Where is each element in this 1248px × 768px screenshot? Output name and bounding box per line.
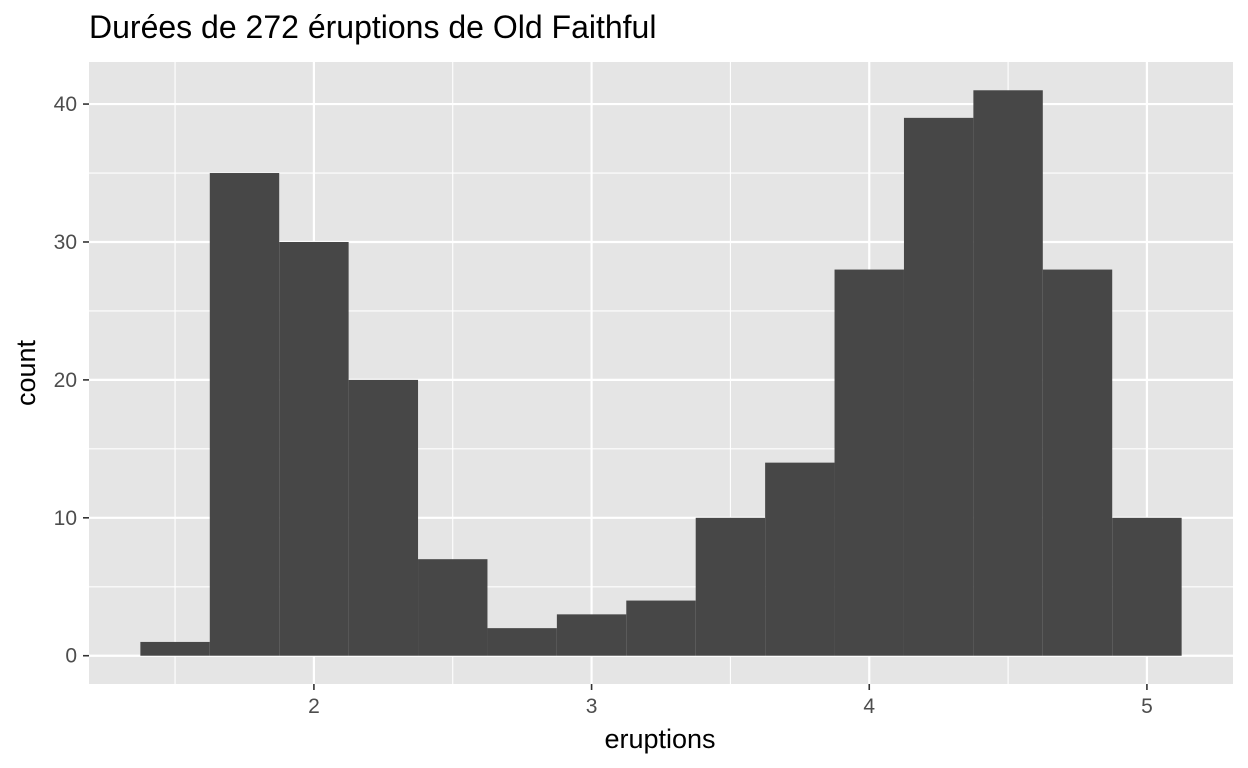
y-tick-label: 10 xyxy=(54,507,77,530)
histogram-bar xyxy=(1112,517,1182,656)
x-axis-title: eruptions xyxy=(604,724,715,754)
histogram-bar xyxy=(695,517,766,656)
histogram-bar xyxy=(626,600,696,656)
y-tick-label: 20 xyxy=(54,369,77,392)
x-tick-label: 3 xyxy=(586,695,598,718)
chart-title: Durées de 272 éruptions de Old Faithful xyxy=(89,9,656,45)
histogram-bar xyxy=(834,269,904,656)
histogram-bar xyxy=(209,173,280,656)
histogram-bar xyxy=(418,559,488,656)
histogram-bar xyxy=(1042,269,1113,656)
histogram-bar xyxy=(348,379,419,656)
x-tick-label: 2 xyxy=(308,695,320,718)
histogram-bar xyxy=(279,241,349,656)
x-tick-label: 4 xyxy=(863,695,875,718)
histogram-bar xyxy=(903,117,974,656)
y-axis-title: count xyxy=(11,339,41,406)
histogram-bars xyxy=(140,90,1182,656)
histogram-bar xyxy=(973,90,1043,656)
y-axis: 0 10 20 30 40 xyxy=(54,93,89,668)
x-axis: 2 3 4 5 xyxy=(308,684,1153,718)
y-tick-label: 0 xyxy=(65,645,77,668)
histogram-bar xyxy=(765,462,835,656)
x-tick-label: 5 xyxy=(1141,695,1153,718)
y-tick-label: 40 xyxy=(54,93,77,116)
histogram-bar xyxy=(140,641,210,656)
y-tick-label: 30 xyxy=(54,231,77,254)
histogram-bar xyxy=(487,628,557,656)
histogram-bar xyxy=(556,614,627,656)
